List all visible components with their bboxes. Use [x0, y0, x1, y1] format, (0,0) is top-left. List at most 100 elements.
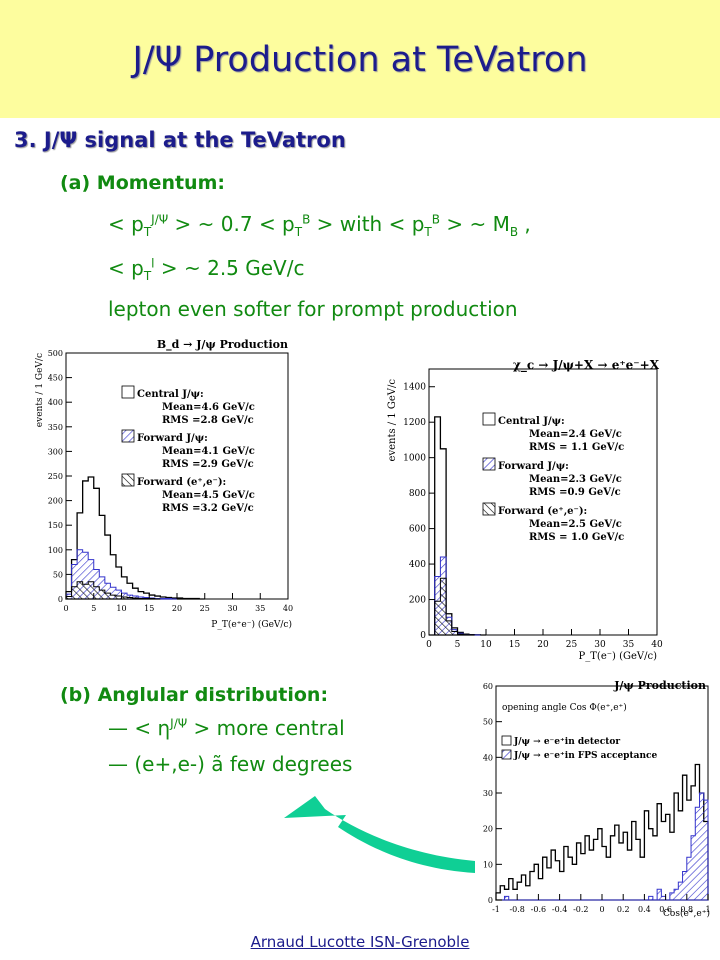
legend-label-3: Forward (e⁺,e⁻):: [498, 506, 587, 517]
curved-arrow-icon: [284, 796, 475, 873]
y-tick-label: 40: [483, 753, 493, 762]
legend-swatch-1: [121, 385, 135, 399]
y-tick-label: 350: [48, 423, 63, 432]
legend-swatch-1: [501, 735, 512, 746]
plot-title: χ_c → J/ψ+X → e⁺e⁻+X: [513, 358, 660, 373]
section-title: J/Ψ signal at the TeVatron: [43, 128, 346, 152]
angular-heading: (b) Anglular distribution:: [60, 684, 329, 706]
y-tick-label: 600: [409, 525, 426, 535]
histogram-series-1: [495, 763, 709, 901]
x-tick-label: 0.2: [617, 905, 630, 914]
y-tick-label: 100: [48, 546, 63, 555]
x-axis-label: P_T(e⁺e⁻) (GeV/c): [211, 619, 292, 630]
y-tick-label: 450: [48, 374, 63, 383]
legend-label-2: Forward J/ψ:: [498, 461, 569, 472]
plot-title: J/ψ Production: [613, 679, 706, 692]
chic-jpsi-pt-histogram: 0 5 10 15 20 25 30 35 40020040060080010001200140…: [387, 358, 663, 662]
x-axis-label: P_T(e⁻) (GeV/c): [579, 651, 658, 662]
x-tick-label: 5: [455, 640, 461, 650]
y-tick-label: 0: [420, 631, 426, 641]
y-tick-label: 0: [488, 896, 493, 905]
x-tick-label: 0.8: [680, 905, 693, 914]
legend-stat-3-1: Mean=4.5 GeV/c: [162, 490, 255, 501]
y-tick-label: 400: [409, 560, 426, 570]
x-tick-label: 40: [283, 604, 293, 613]
angular-line-2: — (e+,e-) ã few degrees: [108, 752, 353, 776]
y-tick-label: 20: [483, 825, 493, 834]
x-tick-label: 0: [63, 604, 68, 613]
legend-swatch-2: [482, 457, 496, 471]
y-tick-label: 200: [48, 497, 63, 506]
legend-stat-1-2: RMS =2.8 GeV/c: [162, 415, 254, 426]
x-tick-label: 40: [651, 640, 663, 650]
legend-stat-2-1: Mean=4.1 GeV/c: [162, 446, 255, 457]
y-tick-label: 200: [409, 596, 426, 606]
legend-stat-2-2: RMS =2.9 GeV/c: [162, 459, 254, 470]
histogram-series-2: [496, 792, 709, 901]
x-tick-label: 30: [594, 640, 606, 650]
x-tick-label: 20: [537, 640, 549, 650]
plot-frame: [428, 368, 658, 636]
legend-label-1: Central J/ψ:: [498, 416, 565, 427]
momentum-line-2: < pTl > ~ 2.5 GeV/c: [108, 256, 305, 283]
x-tick-label: 25: [566, 640, 578, 650]
x-tick-label: -1: [492, 905, 500, 914]
legend-stat-2-1: Mean=2.3 GeV/c: [529, 474, 622, 485]
legend-stat-3-1: Mean=2.5 GeV/c: [529, 519, 622, 530]
x-tick-label: 10: [116, 604, 126, 613]
legend-label-3: Forward (e⁺,e⁻):: [137, 477, 226, 488]
x-tick-label: 20: [172, 604, 182, 613]
y-tick-label: 500: [48, 349, 63, 358]
x-tick-label: 35: [255, 604, 265, 613]
title-banner: [0, 0, 720, 118]
x-tick-label: 35: [623, 640, 635, 650]
momentum-heading: (a) Momentum:: [60, 172, 225, 194]
legend-stat-1-1: Mean=2.4 GeV/c: [529, 429, 622, 440]
x-tick-label: 15: [144, 604, 154, 613]
legend-label-2: Forward J/ψ:: [137, 433, 208, 444]
y-tick-label: 1000: [403, 454, 426, 464]
x-tick-label: 15: [509, 640, 521, 650]
y-tick-label: 50: [483, 718, 493, 727]
legend-stat-3-2: RMS = 1.0 GeV/c: [529, 532, 624, 543]
y-tick-label: 1400: [403, 383, 426, 393]
y-axis-label: events / 1 GeV/c: [35, 353, 45, 427]
plot-title: B_d → J/ψ Production: [157, 338, 288, 352]
x-tick-label: 0: [599, 905, 604, 914]
x-tick-label: 5: [91, 604, 96, 613]
legend-swatch-3: [121, 473, 135, 487]
y-tick-label: 250: [48, 472, 63, 481]
y-axis-label: events / 1 GeV/c: [387, 379, 398, 462]
legend-label-1: J/ψ → e⁻e⁺in detector: [513, 737, 620, 747]
x-tick-label: -0.4: [552, 905, 567, 914]
plot-subtitle: opening angle Cos Φ(e⁺,e⁺): [502, 702, 627, 713]
y-tick-label: 60: [483, 682, 493, 691]
x-tick-label: -0.8: [509, 905, 524, 914]
legend-stat-1-1: Mean=4.6 GeV/c: [162, 402, 255, 413]
y-tick-label: 300: [48, 447, 63, 456]
legend-swatch-3: [482, 502, 496, 516]
y-tick-label: 150: [48, 521, 63, 530]
x-tick-label: 1: [705, 905, 710, 914]
legend-stat-2-2: RMS =0.9 GeV/c: [529, 487, 621, 498]
y-tick-label: 400: [48, 398, 63, 407]
footer-author: Arnaud Lucotte ISN-Grenoble: [250, 933, 470, 951]
legend-swatch-2: [121, 429, 135, 443]
angular-line-1: — < ηJ/Ψ > more central: [108, 716, 345, 740]
y-tick-label: 800: [409, 489, 426, 499]
legend-stat-1-2: RMS = 1.1 GeV/c: [529, 442, 624, 453]
x-tick-label: 0.4: [638, 905, 651, 914]
legend-stat-3-2: RMS =3.2 GeV/c: [162, 503, 254, 514]
y-tick-label: 0: [58, 595, 63, 604]
x-tick-label: 10: [480, 640, 492, 650]
x-axis-label: Cos(e⁺,e⁺): [663, 908, 710, 918]
y-tick-label: 10: [483, 860, 493, 869]
y-tick-label: 1200: [403, 418, 426, 428]
legend-label-1: Central J/ψ:: [137, 389, 204, 400]
momentum-line-1: < pTJ/Ψ > ~ 0.7 < pTB > with < pTB > ~ M…: [108, 212, 531, 239]
x-tick-label: -0.6: [531, 905, 546, 914]
bd-jpsi-pt-histogram: 0 5 10 15 20 25 30 35 40050100150200250300350400…: [35, 338, 293, 630]
opening-angle-histogram: -1 -0.8 -0.6 -0.4 -0.2 0 0.2 0.4 0.6 0.8 101020304…: [483, 679, 711, 918]
y-tick-label: 50: [53, 570, 63, 579]
x-tick-label: 30: [227, 604, 237, 613]
